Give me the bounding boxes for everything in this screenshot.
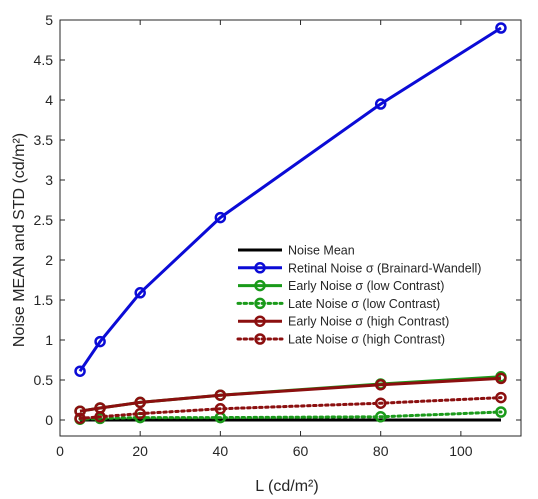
plot-area: 0 20 40 60 80 100 0 0.5 1 1.5 2 2.5 3 3.5 4 4.5 5 [34, 12, 522, 459]
y-tick-label: 0.5 [34, 372, 54, 388]
x-tick-label: 20 [132, 443, 148, 459]
legend-entry-label: Noise Mean [288, 244, 355, 258]
data-point [74, 405, 86, 417]
legend-marker [254, 297, 266, 310]
y-tick-label: 5 [45, 12, 53, 28]
legend-marker [254, 279, 266, 292]
data-point [495, 372, 507, 385]
y-tick-label: 4.5 [34, 52, 54, 68]
series-line [78, 26, 502, 373]
data-point [214, 389, 227, 401]
data-point [214, 211, 227, 224]
x-tick-label: 100 [449, 443, 473, 459]
x-tick-label: 0 [56, 443, 64, 459]
y-tick-label: 2 [45, 252, 53, 268]
legend-entry-label: Late Noise σ (high Contrast) [288, 333, 445, 347]
legend-marker [254, 333, 266, 345]
legend-entry-label: Late Noise σ (low Contrast) [288, 297, 440, 311]
legend-box [232, 239, 504, 352]
y-tick-label: 1.5 [34, 292, 54, 308]
data-point [94, 335, 106, 348]
data-point [134, 407, 146, 420]
y-tick-label: 2.5 [34, 212, 54, 228]
data-point [374, 379, 387, 391]
data-point [214, 403, 227, 415]
data-point [495, 22, 507, 34]
legend-entry-label: Retinal Noise σ (Brainard-Wandell) [288, 261, 481, 275]
series-5 [74, 391, 507, 425]
y-tick-label: 3.5 [34, 132, 54, 148]
legend-entry-label: Early Noise σ (high Contrast) [288, 315, 449, 329]
legend-marker [254, 315, 266, 327]
data-point [374, 411, 387, 423]
x-axis-title: L (cd/m²) [255, 478, 318, 495]
data-point [94, 411, 106, 423]
data-point [74, 365, 86, 377]
plot-frame [59, 19, 522, 437]
series-1 [74, 22, 507, 377]
data-point [134, 287, 146, 299]
x-tick-label: 40 [213, 443, 229, 459]
data-point [495, 391, 507, 404]
y-axis-title: Noise MEAN and STD (cd/m²) [11, 133, 28, 347]
data-point [74, 412, 86, 425]
y-tick-label: 1 [45, 332, 53, 348]
data-point [134, 396, 146, 409]
x-tick-label: 60 [293, 443, 309, 459]
legend-entry-label: Early Noise σ (low Contrast) [288, 279, 444, 293]
y-tick-label: 3 [45, 172, 53, 188]
data-point [374, 98, 387, 110]
x-tick-label: 80 [373, 443, 389, 459]
data-point [374, 397, 387, 409]
data-point [495, 406, 507, 418]
y-tick-label: 0 [45, 412, 53, 428]
series-layer [74, 22, 507, 425]
y-tick-label: 4 [45, 92, 53, 108]
series-4 [74, 372, 507, 417]
legend: Noise Mean Retinal Noise σ (Brainard-Wand… [232, 239, 504, 352]
legend-marker [254, 262, 266, 274]
